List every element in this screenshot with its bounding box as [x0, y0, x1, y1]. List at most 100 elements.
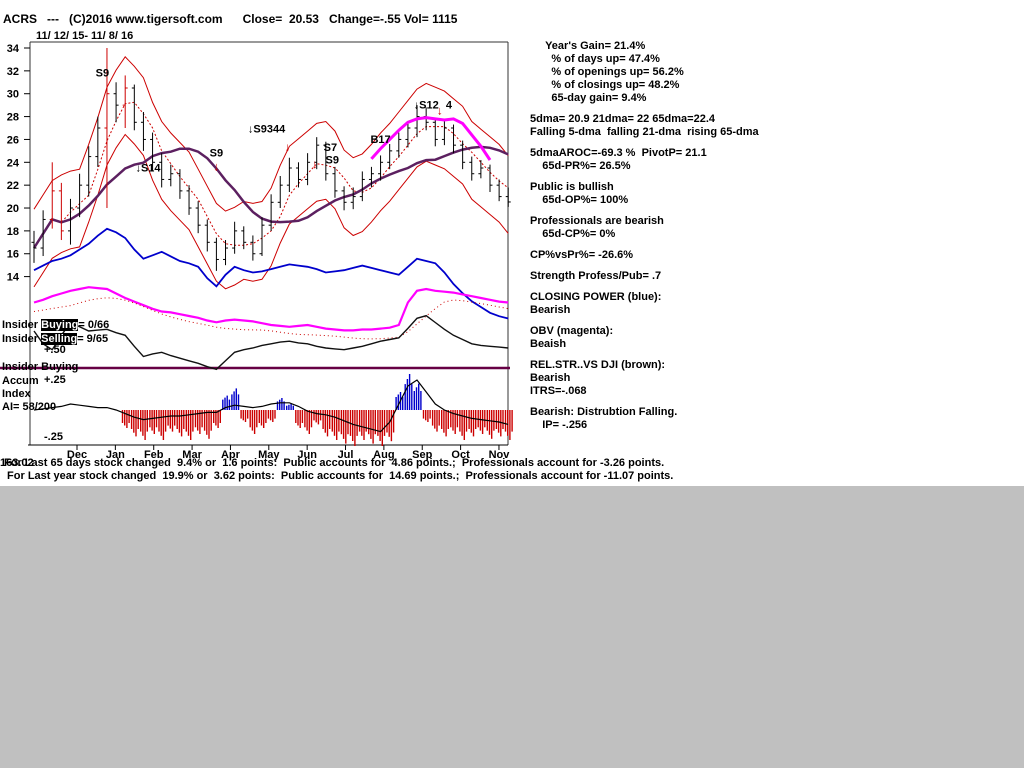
right-panel-line: 65d-OP%= 100% — [530, 194, 629, 206]
y-axis-label: 22 — [7, 180, 19, 192]
right-panel-line: % of closings up= 48.2% — [530, 79, 680, 91]
accum-bar — [304, 410, 306, 428]
accum-bar — [481, 410, 484, 434]
accum-bar — [450, 410, 452, 428]
accum-bar — [504, 410, 507, 432]
summary-line-year: For Last year stock changed 19.9% or 3.6… — [4, 470, 674, 482]
right-panel-line: Bearish — [530, 372, 571, 384]
accum-bar — [167, 410, 169, 426]
accum-bar — [176, 410, 178, 429]
accum-bar — [233, 391, 235, 410]
accum-bar — [279, 399, 281, 410]
accum-bar — [265, 410, 267, 423]
right-panel-line: REL.STR..VS DJI (brown): — [530, 359, 666, 371]
accum-bar — [192, 410, 194, 432]
index-caption: Index — [2, 388, 31, 400]
accum-scale-plus50: +.50 — [44, 344, 66, 356]
month-label: Apr — [221, 449, 241, 461]
accum-bar — [352, 410, 354, 441]
signal-annotation: ↓S9344 — [248, 124, 286, 136]
accum-bar — [124, 410, 126, 426]
accum-bar — [155, 410, 158, 428]
accum-bar — [206, 410, 208, 435]
accum-bar — [249, 410, 251, 428]
accum-bar — [171, 410, 174, 432]
insider-buying-caption: Insider Buying — [2, 361, 79, 373]
price-chart: 34 32 30 28 26 24 22 20 18 16 14 Dec Jan Feb Mar Apr May… — [0, 41, 513, 461]
signal-annotation: S9 — [325, 154, 338, 166]
accum-bar — [395, 397, 397, 410]
accum-bar — [322, 410, 324, 429]
right-panel-line: OBV (magenta): — [530, 325, 614, 337]
accum-bar — [425, 410, 427, 421]
accum-bar — [454, 410, 456, 434]
right-panel-line: % of days up= 47.4% — [530, 53, 660, 65]
y-axis-label: 34 — [7, 43, 20, 55]
sell-arrow-icon: ↓ — [213, 159, 219, 173]
accum-bar — [142, 410, 144, 436]
accum-bar — [422, 410, 425, 419]
accum-bar — [436, 410, 438, 432]
accum-bar — [178, 410, 181, 433]
accum-bar — [326, 410, 329, 437]
accum-bar — [224, 397, 226, 410]
month-label: Dec — [67, 449, 87, 461]
accum-bar — [313, 410, 315, 421]
accum-bar — [368, 410, 370, 435]
accum-bar — [174, 410, 176, 426]
summary-line-65days: For Last 65 days stock changed 9.4% or 1… — [4, 457, 665, 469]
accum-bar — [317, 410, 320, 425]
accum-bar — [185, 410, 187, 432]
insider-buying-value: = 0/66 — [78, 319, 110, 331]
statistics-panel: Year's Gain= 21.4% % of days up= 47.4% %… — [530, 40, 1024, 440]
accum-bar — [190, 410, 192, 440]
right-panel-group: OBV (magenta): Beaish — [530, 325, 1024, 351]
month-label: Jan — [106, 449, 125, 461]
right-panel-group: REL.STR..VS DJI (brown): Bearish ITRS=-.06… — [530, 359, 1024, 398]
insider-selling-value: = 9/65 — [77, 333, 109, 345]
accum-bar — [160, 410, 162, 436]
ma21-line — [33, 101, 509, 249]
accum-caption: Accum — [2, 375, 39, 387]
accum-bar — [329, 410, 331, 429]
accum-bar — [137, 410, 139, 429]
accum-bar — [158, 410, 160, 432]
accum-bar — [187, 410, 190, 436]
right-panel-line: CP%vsPr%= -26.6% — [530, 249, 634, 261]
accum-bar — [468, 410, 470, 429]
accum-bar — [194, 410, 197, 428]
accum-bar — [164, 410, 167, 432]
accum-bar — [438, 410, 440, 426]
accum-bar — [162, 410, 165, 440]
right-panel-group: Public is bullish 65d-OP%= 100% — [530, 181, 1024, 207]
right-panel-line: 5dmaAROC=-69.3 % PivotP= 21.1 — [530, 147, 707, 159]
accum-scale-minus25: -.25 — [44, 431, 63, 443]
signal-annotation: 4 — [446, 100, 453, 112]
accum-bar — [133, 410, 135, 433]
accum-bar — [354, 410, 356, 446]
accum-bar — [253, 410, 256, 434]
accum-bar — [406, 379, 409, 410]
right-panel-line: 65d-PR%= 26.5% — [530, 160, 631, 172]
accum-bar — [297, 410, 299, 426]
month-label: Jun — [297, 449, 317, 461]
signal-annotation: S9 — [96, 68, 109, 80]
insider-selling-highlight: Selling — [41, 333, 78, 345]
right-panel-group: Bearish: Distrubtion Falling. IP= -.256 — [530, 406, 1024, 432]
right-panel-group: 5dmaAROC=-69.3 % PivotP= 21.1 65d-PR%= 2… — [530, 147, 1024, 173]
accum-bar — [484, 410, 486, 428]
accum-bar — [413, 391, 415, 410]
accum-bar — [431, 410, 434, 426]
month-label: May — [258, 449, 280, 461]
right-panel-line: Year's Gain= 21.4% — [530, 40, 646, 52]
accum-bar — [488, 410, 491, 435]
right-panel-line: Bearish — [530, 304, 571, 316]
accum-bar — [228, 399, 231, 410]
accum-bar — [315, 410, 317, 423]
accum-bar — [500, 410, 502, 437]
accum-bar — [338, 410, 340, 432]
accum-bar — [465, 410, 468, 432]
right-panel-line: 65d-CP%= 0% — [530, 228, 616, 240]
closing-power-line — [33, 227, 509, 320]
lower-band-line — [33, 133, 509, 290]
